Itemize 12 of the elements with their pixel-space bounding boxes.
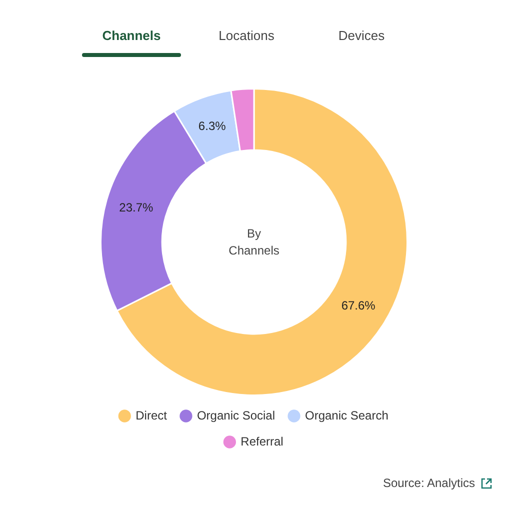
legend-label: Organic Social — [196, 408, 276, 422]
text: Channels — [101, 28, 162, 45]
legend-label: Organic Search — [305, 408, 388, 422]
legend-label: Direct — [136, 408, 168, 422]
data-label: 23.7% — [119, 200, 154, 214]
text: Locations — [218, 28, 276, 45]
text: Devices — [337, 28, 386, 45]
data-label: 67.6% — [341, 298, 376, 313]
text: By Channels — [228, 226, 280, 258]
source-note: Source: Analytics — [382, 476, 475, 490]
legend-label: Referral — [240, 434, 284, 448]
data-label: 6.3% — [198, 119, 226, 134]
